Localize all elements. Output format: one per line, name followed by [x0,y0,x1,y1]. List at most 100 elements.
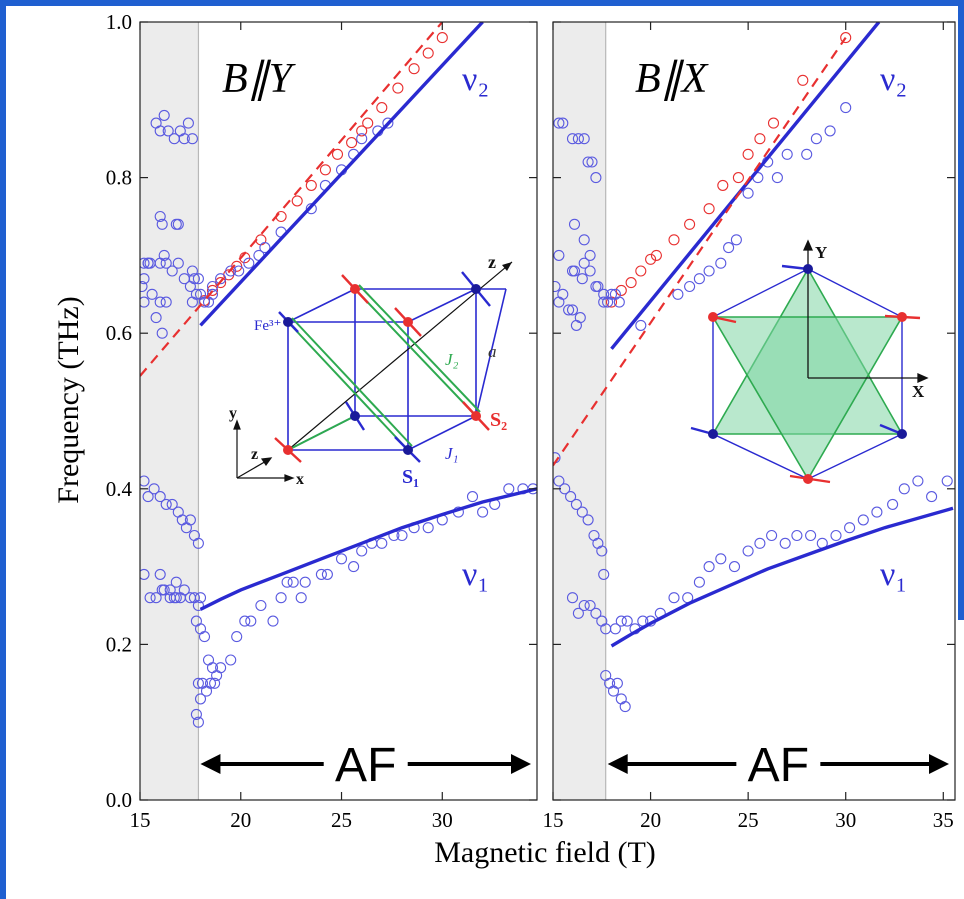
plot-frame [552,21,956,801]
data-point-blue [568,218,581,230]
data-point-blue [566,133,579,145]
data-point-blue [576,506,588,518]
fe-ion-blue [708,429,718,439]
data-point-red [684,218,696,230]
data-point-blue [170,592,182,604]
data-point-blue [621,615,633,627]
af-label-background [736,738,821,788]
data-point-blue [239,615,251,627]
small-y-label: y [229,405,237,422]
kagome-x-label: X [912,382,925,401]
data-point-blue [356,133,368,145]
small-x-label: x [296,471,304,488]
data-point-blue [154,568,166,580]
data-point-blue [215,662,227,674]
data-point-blue [840,102,852,114]
panel-b-parallel-x: 15 20 25 30 35 AF B∥X ν₂ ν₁ [543,21,956,832]
x-tick-label: 35 [933,808,954,832]
data-point-red [840,32,852,44]
data-point-red [305,179,317,191]
nu1-model-line [610,506,954,648]
data-point-blue [578,133,590,145]
z-axis-label: z [488,252,496,272]
data-point-blue [607,685,620,697]
data-point-blue [154,296,166,308]
x-tick-label: 25 [331,808,352,832]
data-point-blue [728,561,741,573]
nu2-label: ν₂ [880,61,907,98]
x-axis-label: Magnetic field (T) [434,836,656,869]
cube-edge [287,288,356,323]
data-point-red [291,195,303,207]
j2-bond [291,317,413,447]
data-point-blue [576,273,588,285]
small-z-axis [236,459,269,479]
cube-edge [475,288,507,417]
data-point-blue [192,273,204,285]
fe-ion-red [803,474,813,484]
fe-ion-red [708,312,718,322]
red-dashed-fit-line [140,22,444,377]
j1-label: J₁ [445,444,458,463]
data-point-blue [590,607,602,619]
data-point-blue [160,296,172,308]
data-point-red [668,234,680,246]
y-tick-label: 0.2 [106,632,132,656]
data-point-blue [615,693,627,705]
fe-ion-blue [283,317,293,327]
x-tick-label: 30 [835,808,856,832]
kagome-x-arrowhead [917,372,929,384]
data-point-blue [287,576,299,588]
data-point-blue [146,288,158,300]
data-point-red [392,82,404,94]
data-point-blue [178,133,190,145]
data-point-blue [194,693,207,705]
data-point-blue [209,677,221,689]
data-point-blue [619,701,631,713]
data-point-blue [198,296,211,308]
data-point-blue [299,576,311,588]
shaded-region [140,22,199,800]
data-point-blue [396,529,408,542]
af-label: AF [748,739,809,792]
nu1-model-line [199,487,537,611]
data-point-blue [158,584,170,596]
data-point-red [732,172,744,184]
data-point-blue [172,257,184,269]
kagome-y-arrowhead [802,239,814,251]
data-point-blue [233,265,245,277]
data-point-blue [703,265,715,277]
data-point-blue [668,592,680,604]
y-tick-label: 0.4 [106,477,133,501]
data-point-red [408,63,420,75]
data-point-blue [926,491,938,503]
data-point-blue [810,133,822,145]
data-point-blue [335,553,348,565]
nu2-label: ν₂ [462,61,489,98]
data-point-blue [598,296,610,308]
data-point-blue [565,491,577,503]
plot-area [140,22,537,728]
data-point-blue [791,529,803,542]
data-point-blue [148,483,160,495]
cube-edge [407,415,477,451]
data-point-blue [206,288,219,300]
data-point-blue [766,529,778,542]
data-point-blue [477,506,489,518]
small-y-arrowhead [233,419,241,430]
data-point-blue [182,117,194,129]
data-point-blue [186,265,198,277]
data-point-blue [231,631,243,643]
data-point-blue [693,576,705,588]
data-point-blue [315,568,327,580]
data-point-blue [184,514,196,526]
data-point-blue [553,280,561,293]
data-point-blue [466,491,479,503]
fe-ion-blue [403,445,413,455]
data-point-red [319,164,331,176]
data-point-red [797,74,809,86]
data-point-red [650,249,662,261]
x-tick-label: 25 [738,808,759,832]
data-point-blue [156,218,168,230]
data-point-blue [140,296,150,308]
